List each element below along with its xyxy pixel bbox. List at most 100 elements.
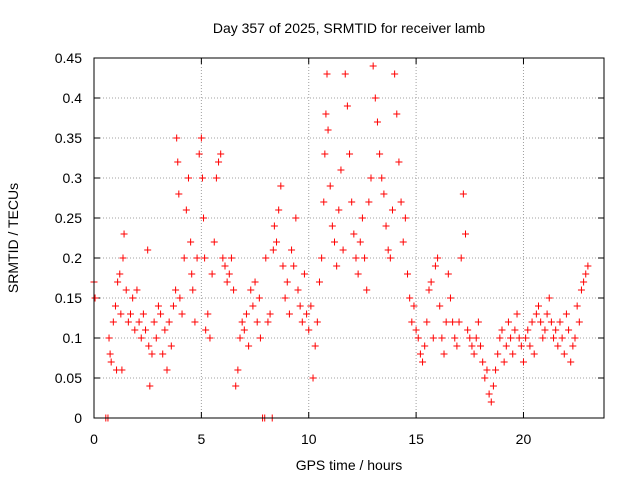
data-point bbox=[91, 294, 99, 302]
data-point bbox=[139, 310, 147, 318]
data-points bbox=[90, 62, 592, 422]
data-point bbox=[421, 342, 429, 350]
data-point bbox=[541, 326, 549, 334]
data-point bbox=[111, 302, 119, 310]
data-point bbox=[363, 286, 371, 294]
data-point bbox=[119, 254, 127, 262]
data-point bbox=[507, 334, 515, 342]
data-point bbox=[148, 350, 156, 358]
data-point bbox=[404, 270, 412, 278]
data-point bbox=[543, 310, 551, 318]
data-point bbox=[434, 254, 442, 262]
data-point bbox=[324, 126, 332, 134]
data-point bbox=[556, 318, 564, 326]
data-point bbox=[461, 230, 469, 238]
y-axis-ticks: 0 0.05 0.1 0.15 0.2 0.25 0.3 0.35 0.4 0.45 bbox=[55, 50, 604, 426]
data-point bbox=[554, 342, 562, 350]
data-point bbox=[361, 254, 369, 262]
data-point bbox=[558, 334, 566, 342]
y-tick-label: 0.45 bbox=[55, 50, 82, 66]
data-point bbox=[323, 70, 331, 78]
data-point bbox=[240, 326, 248, 334]
data-point bbox=[545, 294, 553, 302]
y-axis-label: SRMTID / TECUs bbox=[5, 183, 21, 293]
data-point bbox=[300, 270, 308, 278]
data-point bbox=[464, 326, 472, 334]
data-point bbox=[343, 102, 351, 110]
data-point bbox=[144, 246, 152, 254]
data-point bbox=[184, 174, 192, 182]
data-point bbox=[429, 334, 437, 342]
data-point bbox=[230, 286, 238, 294]
data-point bbox=[489, 382, 497, 390]
data-point bbox=[397, 198, 405, 206]
data-point bbox=[281, 294, 289, 302]
data-point bbox=[193, 254, 201, 262]
data-point bbox=[569, 342, 577, 350]
x-tick-label: 20 bbox=[516, 431, 532, 447]
data-point bbox=[197, 134, 205, 142]
data-point bbox=[251, 278, 259, 286]
data-point bbox=[157, 310, 165, 318]
data-point bbox=[225, 270, 233, 278]
data-point bbox=[509, 350, 517, 358]
data-point bbox=[208, 270, 216, 278]
data-point bbox=[378, 174, 386, 182]
x-tick-label: 10 bbox=[301, 431, 317, 447]
data-point bbox=[511, 326, 519, 334]
data-point bbox=[582, 270, 590, 278]
data-point bbox=[277, 182, 285, 190]
data-point bbox=[242, 310, 250, 318]
data-point bbox=[528, 318, 536, 326]
y-tick-label: 0.2 bbox=[63, 250, 83, 266]
data-point bbox=[442, 318, 450, 326]
data-point bbox=[262, 254, 270, 262]
data-point bbox=[341, 70, 349, 78]
data-point bbox=[573, 302, 581, 310]
data-point bbox=[414, 334, 422, 342]
data-point bbox=[399, 238, 407, 246]
data-point bbox=[470, 350, 478, 358]
data-point bbox=[163, 366, 171, 374]
data-point bbox=[337, 166, 345, 174]
x-axis-ticks: 0 5 10 15 20 bbox=[90, 58, 531, 447]
data-point bbox=[526, 342, 534, 350]
data-point bbox=[494, 350, 502, 358]
data-point bbox=[524, 326, 532, 334]
data-point bbox=[212, 174, 220, 182]
data-point bbox=[288, 246, 296, 254]
data-point bbox=[191, 318, 199, 326]
data-point bbox=[269, 246, 277, 254]
data-point bbox=[294, 286, 302, 294]
data-point bbox=[249, 302, 257, 310]
data-point bbox=[122, 286, 130, 294]
data-point bbox=[474, 318, 482, 326]
data-point bbox=[309, 374, 317, 382]
data-point bbox=[455, 318, 463, 326]
data-point bbox=[453, 342, 461, 350]
data-point bbox=[206, 334, 214, 342]
data-point bbox=[412, 326, 420, 334]
data-point bbox=[386, 254, 394, 262]
data-point bbox=[236, 334, 244, 342]
data-point bbox=[539, 334, 547, 342]
data-point bbox=[202, 326, 210, 334]
data-point bbox=[127, 310, 135, 318]
data-point bbox=[419, 358, 427, 366]
y-tick-label: 0.3 bbox=[63, 170, 83, 186]
data-point bbox=[227, 254, 235, 262]
data-point bbox=[373, 118, 381, 126]
data-point bbox=[234, 366, 242, 374]
data-point bbox=[255, 294, 263, 302]
data-point bbox=[195, 150, 203, 158]
data-point bbox=[283, 278, 291, 286]
data-point bbox=[367, 174, 375, 182]
data-point bbox=[498, 326, 506, 334]
data-point bbox=[106, 350, 114, 358]
data-point bbox=[114, 278, 122, 286]
data-point bbox=[468, 342, 476, 350]
data-point bbox=[408, 318, 416, 326]
data-point bbox=[124, 318, 132, 326]
data-point bbox=[519, 358, 527, 366]
data-point bbox=[253, 318, 261, 326]
